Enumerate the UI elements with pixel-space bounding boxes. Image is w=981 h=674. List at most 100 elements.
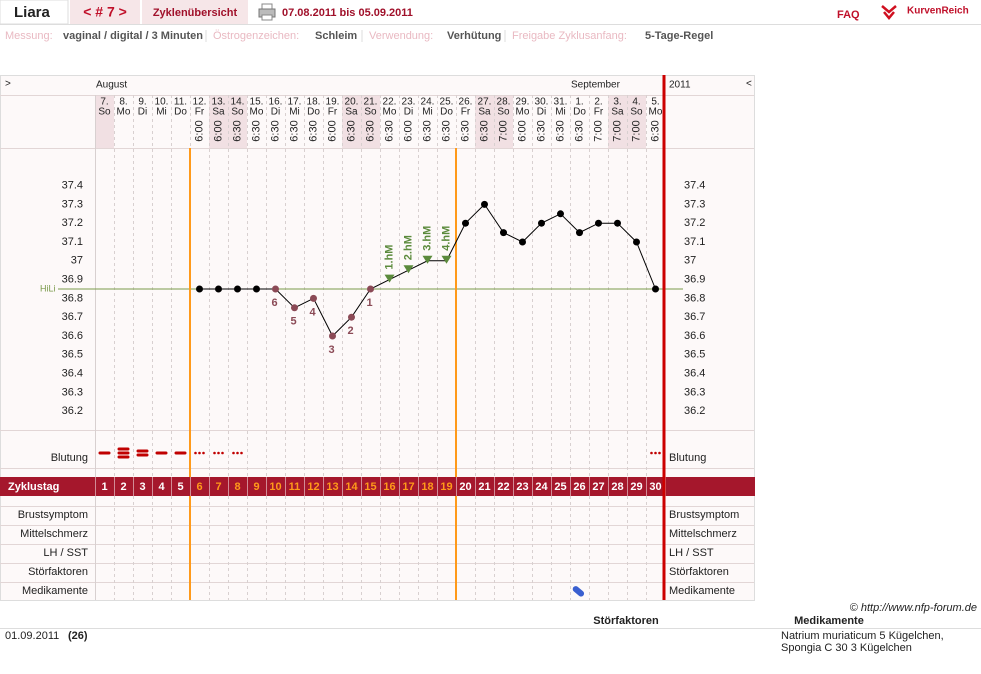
bleeding-dot: [236, 451, 239, 455]
y-tick-label: 36.8: [684, 292, 705, 304]
cycle-day: 19: [440, 481, 452, 493]
bleeding-mark: [98, 451, 111, 455]
cycle-day: 5: [177, 481, 183, 493]
temperature-point: [538, 219, 545, 227]
brand[interactable]: KurvenReich: [907, 6, 969, 17]
cycle-day: 20: [459, 481, 471, 493]
overview-tab[interactable]: [142, 0, 248, 24]
cycle-day: 22: [497, 481, 509, 493]
day-weekday: Di: [271, 107, 280, 118]
day-date: 13.: [212, 97, 226, 108]
bleeding-dot: [650, 451, 653, 455]
cycle-day: 8: [234, 481, 240, 493]
day-weekday: Do: [174, 107, 187, 118]
footer-col: Störfaktoren: [593, 615, 659, 627]
day-date: 18.: [307, 97, 321, 108]
bleeding-dash: [117, 447, 130, 451]
temperature-point: [500, 229, 507, 237]
day-date: 5.: [651, 97, 659, 108]
cycle-day: 9: [253, 481, 259, 493]
temperature-point: [291, 304, 298, 312]
faq-link[interactable]: FAQ: [837, 9, 860, 21]
cycle-day: 4: [158, 481, 165, 493]
bleeding-dash: [117, 451, 130, 455]
y-tick-label: 36.7: [62, 311, 83, 323]
day-date: 22.: [383, 97, 397, 108]
row-label: Medikamente: [669, 585, 735, 597]
cycle-day: 15: [364, 481, 376, 493]
bleeding-dash: [98, 451, 111, 455]
day-weekday: Sa: [611, 107, 624, 118]
day-weekday: Di: [138, 107, 147, 118]
cycle-day: 11: [289, 481, 301, 493]
chart-frame: [0, 75, 755, 601]
row-label: Blutung: [669, 452, 706, 464]
cycle-day: 6: [196, 481, 202, 493]
bleeding-mark: [650, 451, 661, 455]
measure-time: 6:30: [573, 120, 585, 141]
point-label: 6: [271, 297, 277, 309]
cycle-day: 13: [326, 481, 338, 493]
measure-time: 6:00: [402, 120, 414, 141]
day-date: 30.: [535, 97, 549, 108]
name-tab: [0, 0, 69, 25]
y-tick-label: 37.1: [684, 236, 705, 248]
row-label: Medikamente: [22, 585, 88, 597]
bleeding-mark: [213, 451, 224, 455]
measure-time: 6:30: [307, 120, 319, 141]
day-weekday: Mi: [555, 107, 566, 118]
measure-time: 6:30: [250, 120, 262, 141]
day-date: 1.: [575, 97, 583, 108]
nav-prev[interactable]: >: [5, 79, 11, 90]
print-icon[interactable]: [258, 3, 276, 21]
weekend-shade: [361, 95, 380, 148]
bleeding-dash: [155, 451, 168, 455]
cycle-day: 1: [101, 481, 107, 493]
measure-time: 6:30: [440, 120, 452, 141]
measure-time: 7:00: [497, 120, 509, 141]
weekend-shade: [475, 95, 494, 148]
measure-time: 7:00: [611, 120, 623, 141]
y-tick-label: 36.7: [684, 311, 705, 323]
peak-marker: [422, 255, 433, 264]
cover-line-label: HiLi: [40, 283, 56, 293]
peak-marker: [384, 274, 395, 283]
bleeding-dash: [117, 455, 130, 459]
day-weekday: Mo: [383, 107, 397, 118]
bleeding-mark: [155, 451, 168, 455]
cycle-day: 25: [554, 481, 566, 493]
cycle-day: 16: [383, 481, 395, 493]
nav-next[interactable]: <: [746, 79, 752, 90]
day-weekday: Di: [404, 107, 413, 118]
cycle-day: 14: [345, 481, 358, 493]
cycle-day: 2: [120, 481, 126, 493]
info-value: Verhütung: [447, 30, 501, 42]
cycle-day: 18: [421, 481, 433, 493]
measure-time: 6:30: [554, 120, 566, 141]
y-tick-label: 37.4: [684, 180, 705, 192]
day-weekday: Mo: [250, 107, 264, 118]
point-label: 3: [328, 344, 334, 356]
y-tick-label: 37.2: [62, 217, 83, 229]
row-label: LH / SST: [43, 547, 88, 559]
day-weekday: Fr: [594, 107, 604, 118]
temperature-point: [652, 285, 659, 293]
y-tick-label: 36.4: [62, 368, 83, 380]
cycle-day: 3: [139, 481, 145, 493]
day-weekday: Sa: [345, 107, 358, 118]
bleeding-dot: [658, 451, 661, 455]
brand-icon: [881, 5, 897, 20]
temperature-point: [462, 219, 469, 227]
day-weekday: Mi: [422, 107, 433, 118]
info-label: Freigabe Zyklusanfang:: [512, 30, 627, 42]
overview-link[interactable]: Zyklenübersicht: [153, 7, 238, 19]
day-weekday: Mi: [289, 107, 300, 118]
cycle-nav[interactable]: < # 7 >: [83, 4, 127, 20]
measure-time: 6:30: [649, 120, 661, 141]
cycle-nav-tab[interactable]: [70, 0, 140, 24]
day-date: 26.: [459, 97, 473, 108]
day-weekday: Mo: [516, 107, 530, 118]
measure-time: 6:00: [326, 120, 338, 141]
footer-cycle-day: (26): [68, 630, 88, 642]
bleeding-dot: [232, 451, 235, 455]
